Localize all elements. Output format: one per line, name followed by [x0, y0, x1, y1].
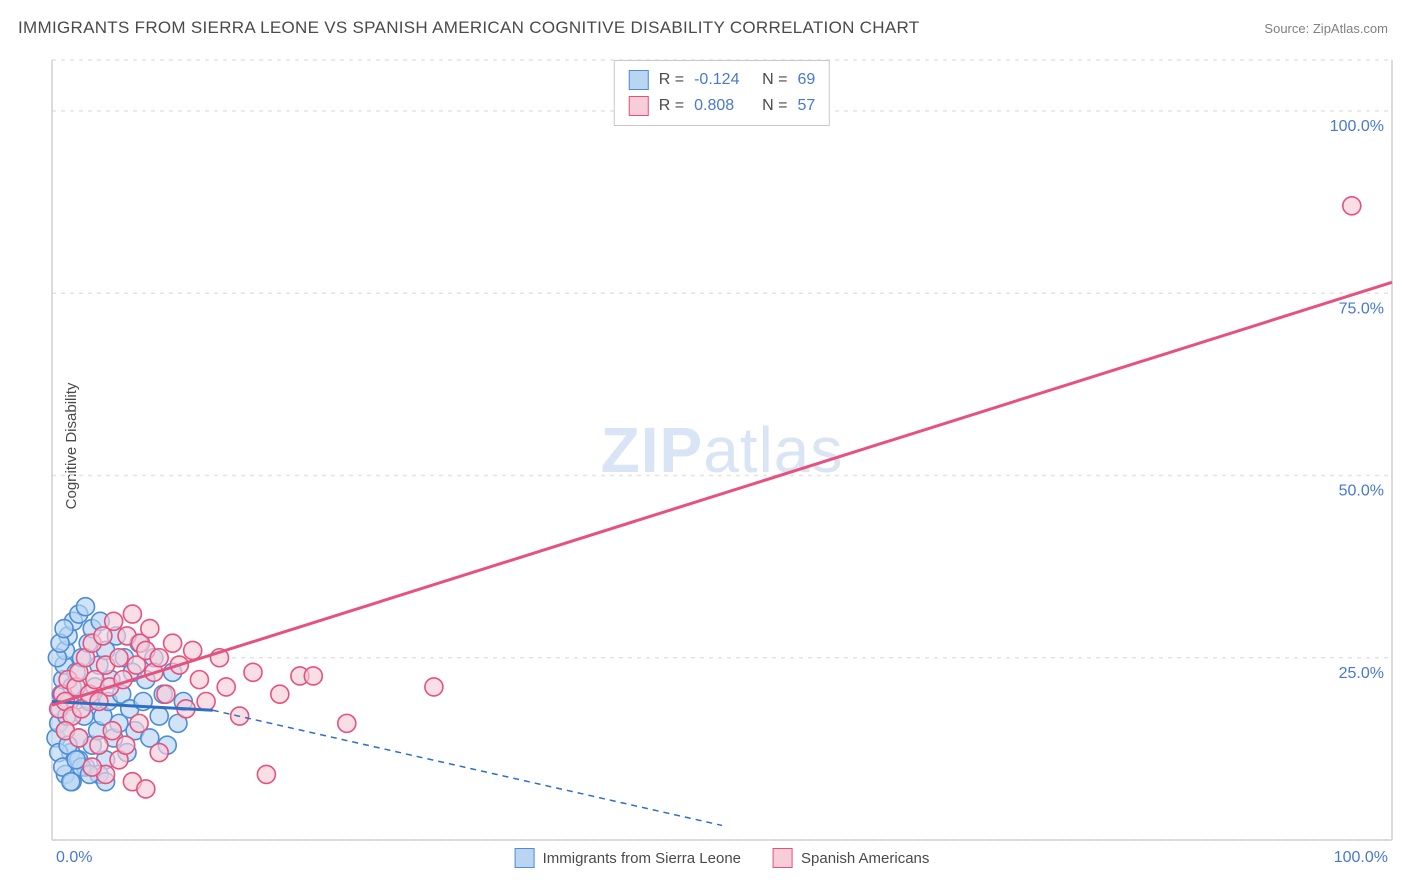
source-attribution: Source: ZipAtlas.com [1264, 21, 1388, 36]
data-point [67, 751, 85, 769]
n-value: 57 [797, 93, 815, 119]
r-label: R = [659, 93, 684, 119]
title-bar: IMMIGRANTS FROM SIERRA LEONE VS SPANISH … [18, 18, 1388, 38]
n-value: 69 [797, 67, 815, 93]
series-legend-item: Spanish Americans [773, 848, 929, 868]
data-point [150, 649, 168, 667]
data-point [130, 714, 148, 732]
series-legend: Immigrants from Sierra Leone Spanish Amer… [515, 848, 930, 868]
source-value: ZipAtlas.com [1313, 21, 1388, 36]
data-point [157, 685, 175, 703]
chart-title: IMMIGRANTS FROM SIERRA LEONE VS SPANISH … [18, 18, 919, 38]
data-point [90, 736, 108, 754]
trend-line [52, 282, 1392, 705]
data-point [62, 773, 80, 791]
correlation-legend-row: R = 0.808 N = 57 [629, 93, 815, 119]
correlation-legend: R = -0.124 N = 69 R = 0.808 N = 57 [614, 60, 830, 126]
y-tick-label: 25.0% [1339, 665, 1384, 682]
data-point [103, 722, 121, 740]
legend-swatch [629, 96, 649, 116]
n-label: N = [762, 93, 787, 119]
data-point [137, 780, 155, 798]
y-tick-label: 50.0% [1339, 483, 1384, 500]
data-point [1343, 197, 1361, 215]
data-point [77, 598, 95, 616]
y-tick-label: 75.0% [1339, 300, 1384, 317]
data-point [123, 605, 141, 623]
data-point [141, 620, 159, 638]
data-point [271, 685, 289, 703]
data-point [190, 671, 208, 689]
legend-swatch [629, 70, 649, 90]
x-tick-label: 100.0% [1334, 849, 1388, 866]
n-label: N = [762, 67, 787, 93]
plot-area: ZIPatlas 25.0%50.0%75.0%100.0%0.0%100.0%… [52, 60, 1392, 840]
data-point [184, 641, 202, 659]
data-point [425, 678, 443, 696]
r-label: R = [659, 67, 684, 93]
r-value: 0.808 [694, 93, 752, 119]
series-name: Spanish Americans [801, 850, 929, 867]
legend-swatch [773, 848, 793, 868]
source-label: Source: [1264, 21, 1309, 36]
data-point [217, 678, 235, 696]
data-point [55, 620, 73, 638]
data-point [83, 758, 101, 776]
data-point [244, 663, 262, 681]
x-tick-label: 0.0% [56, 849, 92, 866]
data-point [257, 765, 275, 783]
data-point [117, 736, 135, 754]
data-point [197, 692, 215, 710]
data-point [338, 714, 356, 732]
series-name: Immigrants from Sierra Leone [543, 850, 741, 867]
data-point [304, 667, 322, 685]
series-legend-item: Immigrants from Sierra Leone [515, 848, 741, 868]
legend-swatch [515, 848, 535, 868]
data-point [150, 707, 168, 725]
data-point [150, 744, 168, 762]
data-point [110, 649, 128, 667]
data-point [70, 729, 88, 747]
data-point [105, 612, 123, 630]
scatter-chart: 25.0%50.0%75.0%100.0%0.0%100.0% [52, 60, 1392, 840]
correlation-legend-row: R = -0.124 N = 69 [629, 67, 815, 93]
trend-line-extrapolation [213, 710, 722, 825]
y-tick-label: 100.0% [1330, 118, 1384, 135]
r-value: -0.124 [694, 67, 752, 93]
data-point [164, 634, 182, 652]
